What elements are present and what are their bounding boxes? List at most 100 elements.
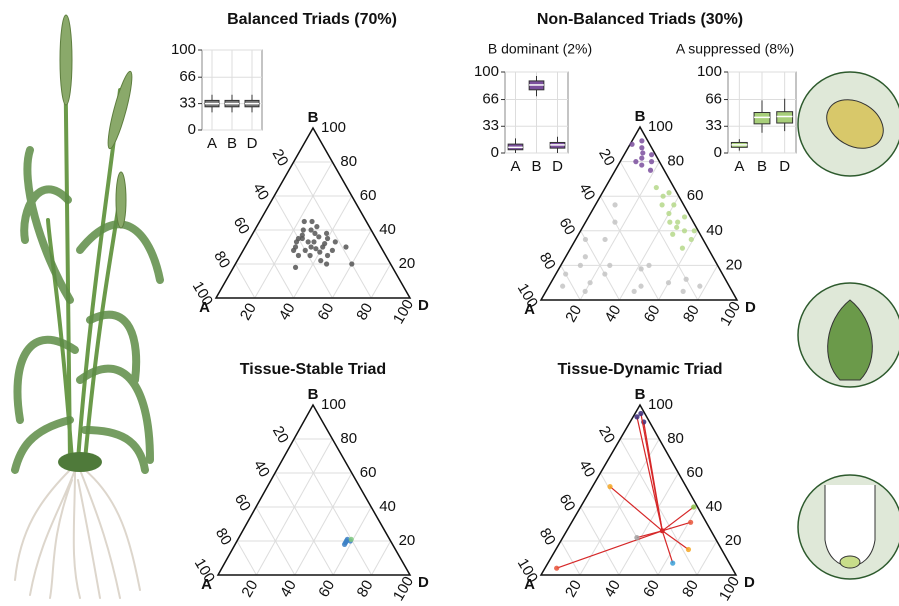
y-tick-label: 66 — [482, 91, 499, 108]
b-tick-label: 40 — [379, 498, 396, 515]
d-tick-label: 100 — [390, 297, 417, 327]
point — [684, 277, 689, 282]
point — [560, 284, 565, 289]
point — [612, 220, 617, 225]
point — [583, 254, 588, 259]
a-tick-label: 60 — [556, 491, 579, 514]
grid-line — [561, 265, 580, 300]
point — [318, 258, 323, 263]
point — [670, 232, 675, 237]
point — [296, 253, 301, 258]
triangle — [218, 405, 410, 575]
grid-line — [619, 473, 678, 575]
d-tick-label: 100 — [390, 574, 417, 601]
grid-line — [698, 265, 718, 300]
d-tick-label: 60 — [640, 577, 663, 600]
a-tick-label: 40 — [249, 180, 272, 203]
link — [641, 414, 662, 531]
y-tick-label: 100 — [697, 63, 722, 80]
b-tick-label: 20 — [399, 532, 416, 549]
point — [583, 289, 588, 294]
point — [578, 263, 583, 268]
d-tick-label: 60 — [641, 302, 664, 325]
point — [632, 289, 637, 294]
point — [666, 190, 671, 195]
y-tick-label: 100 — [171, 41, 196, 58]
vertex-label: B — [308, 386, 319, 403]
point — [325, 236, 330, 241]
point — [602, 237, 607, 242]
point — [634, 535, 639, 540]
y-tick-label: 66 — [705, 91, 722, 108]
tissue-icons — [798, 72, 899, 579]
point — [686, 547, 691, 552]
x-tick-label: A — [207, 135, 217, 152]
y-tick-label: 0 — [491, 144, 499, 161]
d-tick-label: 20 — [237, 300, 260, 323]
triangle — [216, 128, 410, 298]
point — [324, 261, 329, 266]
point — [333, 239, 338, 244]
grid-line — [237, 541, 256, 575]
vertex-label: D — [418, 297, 429, 314]
x-tick-label: D — [779, 158, 790, 175]
b-tick-label: 20 — [725, 532, 742, 549]
point — [692, 228, 697, 233]
vertex-label: D — [744, 574, 755, 591]
point — [680, 246, 685, 251]
d-tick-label: 80 — [680, 302, 703, 325]
point — [666, 211, 671, 216]
a-tick-label: 80 — [212, 525, 235, 548]
point — [607, 484, 612, 489]
b-tick-label: 60 — [360, 187, 377, 204]
point — [639, 266, 644, 271]
a-tick-label: 40 — [575, 457, 598, 480]
b-tick-label: 40 — [706, 222, 723, 239]
point — [654, 185, 659, 190]
a-tick-label: 60 — [556, 215, 579, 238]
point — [349, 537, 354, 542]
figure: 03366100ABDBalanced Triads (70%)20202040… — [0, 0, 899, 601]
point — [640, 150, 645, 155]
triangle — [541, 405, 736, 575]
d-tick-label: 40 — [601, 577, 624, 600]
y-tick-label: 0 — [714, 144, 722, 161]
d-tick-label: 20 — [562, 577, 585, 600]
point — [674, 225, 679, 230]
point — [325, 253, 330, 258]
d-tick-label: 80 — [679, 577, 702, 600]
y-tick-label: 66 — [179, 68, 196, 85]
vertex-label: A — [524, 301, 535, 318]
box-title: A suppressed (8%) — [676, 41, 794, 57]
grid-line — [600, 196, 658, 300]
link — [637, 417, 662, 531]
b-tick-label: 100 — [648, 118, 673, 135]
point — [291, 248, 296, 253]
point — [638, 284, 643, 289]
b-tick-label: 80 — [340, 430, 357, 447]
a-tick-label: 40 — [250, 457, 273, 480]
point — [301, 227, 306, 232]
point — [649, 152, 654, 157]
point — [671, 202, 676, 207]
point — [649, 159, 654, 164]
b-tick-label: 40 — [379, 221, 396, 238]
grid-line — [235, 264, 254, 298]
d-tick-label: 60 — [314, 300, 337, 323]
point — [308, 244, 313, 249]
point — [306, 239, 311, 244]
b-tick-label: 60 — [686, 464, 703, 481]
vertex-label: A — [199, 299, 210, 316]
d-tick-label: 80 — [353, 300, 376, 323]
point — [342, 542, 347, 547]
point — [688, 520, 693, 525]
grid-line — [697, 541, 717, 575]
a-tick-label: 20 — [595, 146, 618, 169]
d-tick-label: 40 — [601, 302, 624, 325]
point — [682, 228, 687, 233]
a-tick-label: 80 — [210, 248, 233, 271]
a-tick-label: 80 — [536, 525, 559, 548]
chart-title: Balanced Triads (70%) — [227, 11, 397, 28]
link — [557, 531, 663, 568]
vertex-label: D — [418, 574, 429, 591]
